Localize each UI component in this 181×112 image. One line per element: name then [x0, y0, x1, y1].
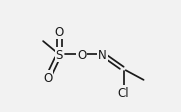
- Text: O: O: [43, 72, 52, 85]
- Text: O: O: [77, 48, 86, 61]
- Text: S: S: [55, 48, 63, 61]
- Text: Cl: Cl: [118, 86, 129, 99]
- Text: O: O: [54, 26, 64, 39]
- Text: N: N: [98, 48, 107, 61]
